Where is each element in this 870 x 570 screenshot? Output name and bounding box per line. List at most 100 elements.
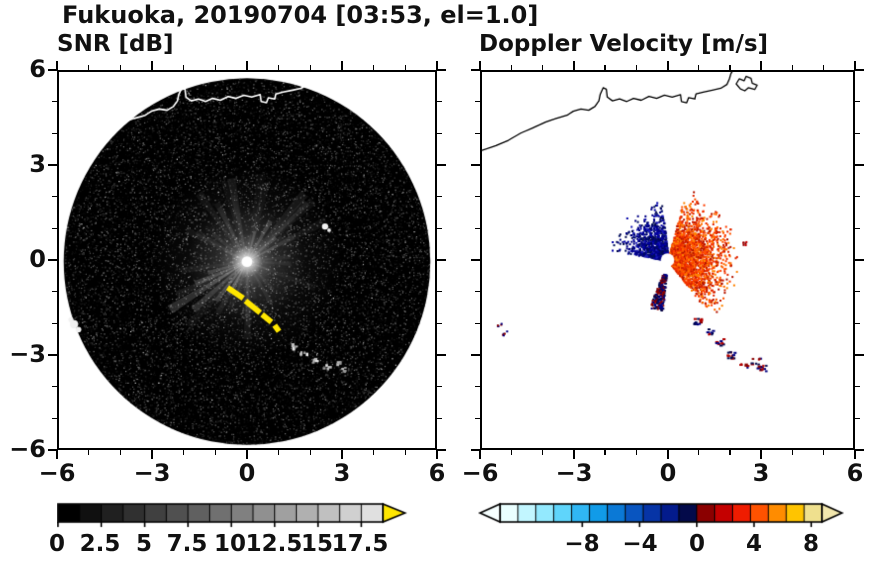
axis-tick <box>666 450 669 459</box>
axis-tick <box>855 164 864 166</box>
axis-tick <box>437 69 446 71</box>
axis-tick <box>48 164 57 166</box>
axis-tick <box>183 450 185 455</box>
axis-tick <box>729 450 731 455</box>
axis-tick <box>475 322 480 324</box>
axis-tick <box>855 291 860 293</box>
axis-tick <box>437 417 442 419</box>
y-tick-label: 3 <box>29 150 46 178</box>
axis-tick <box>119 450 121 455</box>
figure-title: Fukuoka, 20190704 [03:53, el=1.0] <box>62 1 539 29</box>
axis-tick <box>855 449 864 451</box>
axis-tick <box>88 450 90 455</box>
axis-tick <box>510 65 512 70</box>
axis-tick <box>541 450 544 455</box>
axis-tick <box>471 69 480 71</box>
axis-tick <box>214 450 216 455</box>
axis-tick <box>471 449 480 451</box>
axis-tick <box>855 259 864 261</box>
axis-tick <box>52 227 57 229</box>
axis-tick <box>52 101 57 103</box>
axis-tick <box>119 65 121 70</box>
axis-tick <box>479 450 481 459</box>
snr-radar-image <box>59 72 435 448</box>
axis-tick <box>760 450 763 459</box>
axis-tick <box>471 164 480 166</box>
axis-tick <box>475 291 480 293</box>
axis-tick <box>52 291 57 293</box>
axis-tick <box>309 450 311 455</box>
doppler-colorbar <box>478 502 844 529</box>
x-tick-label: 3 <box>752 459 770 487</box>
doppler-panel-title: Doppler Velocity [m/s] <box>479 31 769 57</box>
axis-tick <box>52 386 57 388</box>
axis-tick <box>437 449 446 451</box>
axis-tick <box>437 132 442 134</box>
axis-tick <box>635 450 637 455</box>
axis-tick <box>373 450 375 455</box>
snr-colorbar <box>57 502 409 529</box>
axis-tick <box>475 132 480 134</box>
colorbar-tick-label: 15 <box>300 531 333 557</box>
axis-tick <box>791 450 794 455</box>
axis-tick <box>855 227 860 229</box>
axis-tick <box>855 132 860 134</box>
axis-tick <box>855 101 860 103</box>
axis-tick <box>698 65 700 70</box>
axis-tick <box>404 65 406 70</box>
axis-tick <box>471 354 480 356</box>
axis-tick <box>572 450 575 459</box>
axis-tick <box>48 449 57 451</box>
snr-plot-frame <box>57 70 437 450</box>
axis-tick <box>437 259 446 261</box>
axis-tick <box>436 450 438 459</box>
axis-tick <box>56 61 58 70</box>
axis-tick <box>309 65 311 70</box>
axis-tick <box>475 196 480 198</box>
axis-tick <box>52 132 57 134</box>
axis-tick <box>48 354 57 356</box>
y-tick-label: 0 <box>29 245 46 273</box>
axis-tick <box>214 65 216 70</box>
x-tick-label: −6 <box>461 459 499 487</box>
axis-tick <box>471 259 480 261</box>
y-tick-label: 6 <box>29 55 46 83</box>
axis-tick <box>823 450 825 455</box>
colorbar-tick-label: −4 <box>622 531 658 557</box>
axis-tick <box>854 61 856 70</box>
axis-tick <box>278 450 280 455</box>
axis-tick <box>52 322 57 324</box>
axis-tick <box>52 196 57 198</box>
axis-tick <box>475 101 480 103</box>
axis-tick <box>56 450 58 459</box>
axis-tick <box>278 65 280 70</box>
colorbar-tick-label: 5 <box>135 531 152 557</box>
colorbar-tick-label: 7.5 <box>166 531 208 557</box>
axis-tick <box>791 65 794 70</box>
colorbar-tick-label: 8 <box>802 531 819 557</box>
axis-tick <box>48 69 57 71</box>
axis-tick <box>855 322 860 324</box>
axis-tick <box>855 69 864 71</box>
axis-tick <box>437 386 442 388</box>
axis-tick <box>604 65 606 70</box>
axis-tick <box>475 417 480 419</box>
x-tick-label: 0 <box>659 459 677 487</box>
axis-tick <box>823 65 825 70</box>
colorbar-tick-label: 2.5 <box>79 531 121 557</box>
axis-tick <box>437 227 442 229</box>
axis-tick <box>854 450 856 459</box>
y-tick-label: −6 <box>9 435 46 463</box>
x-tick-label: −3 <box>133 459 171 487</box>
axis-tick <box>151 450 153 459</box>
axis-tick <box>437 354 446 356</box>
colorbar-tick-label: 0 <box>688 531 705 557</box>
colorbar-tick-label: −8 <box>564 531 600 557</box>
axis-tick <box>52 417 57 419</box>
axis-tick <box>635 65 637 70</box>
x-tick-label: 6 <box>428 459 446 487</box>
axis-tick <box>475 386 480 388</box>
axis-tick <box>855 417 860 419</box>
axis-tick <box>510 450 512 455</box>
doppler-radar-image <box>482 72 853 448</box>
